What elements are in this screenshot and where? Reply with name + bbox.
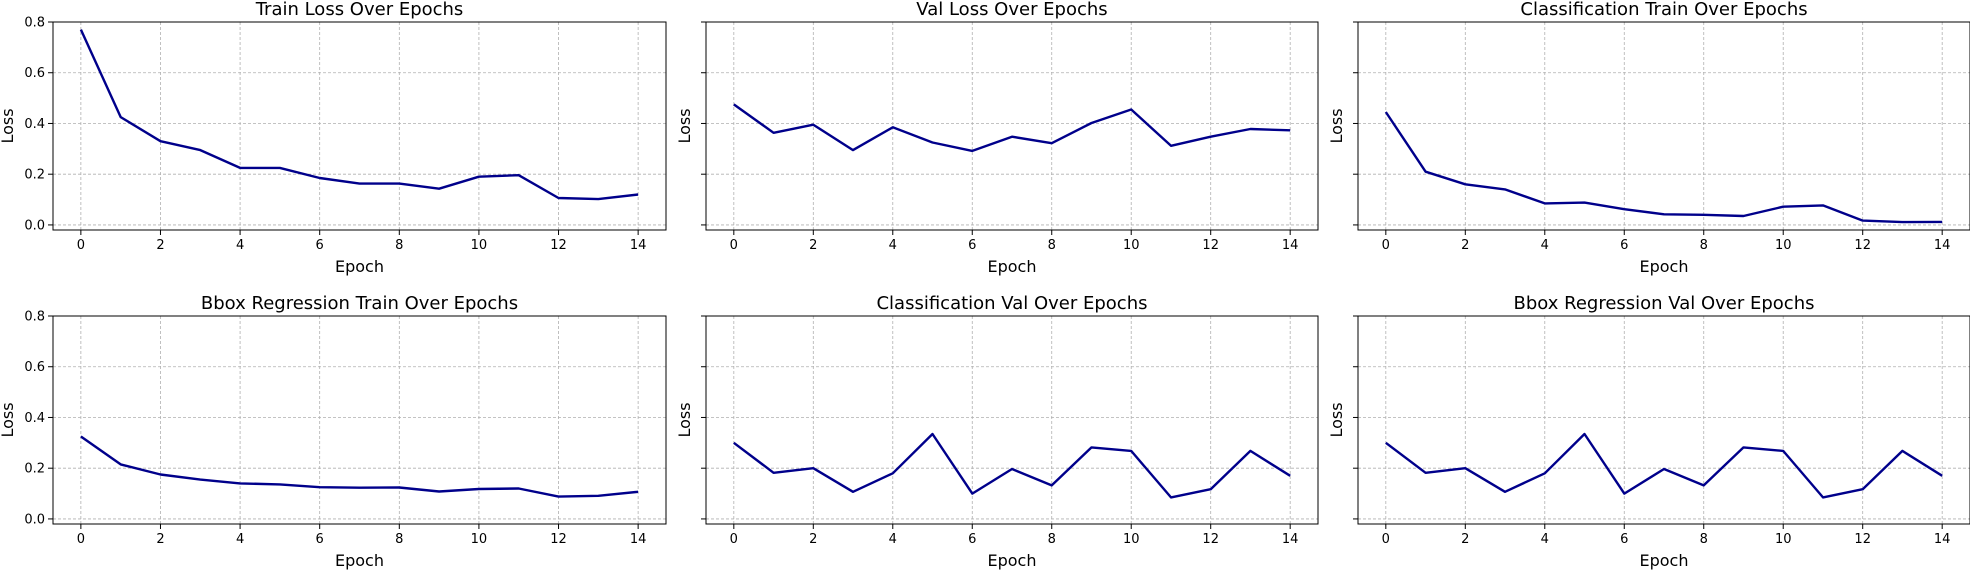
- axes-frame: [52, 21, 667, 231]
- x-tick-label: 8: [1700, 532, 1708, 547]
- x-tick-label: 10: [1123, 238, 1140, 253]
- loss-series-line: [733, 103, 1291, 153]
- subplot-2: 0 2 4 6 8 10 12 14 Val Loss Over Epochs Epoch Loss: [675, 0, 1319, 276]
- x-tick-label: 12: [1854, 238, 1871, 253]
- loss-series-line: [79, 29, 639, 201]
- y-tick-label: 0.6: [24, 66, 45, 81]
- subplot-title: Bbox Regression Train Over Epochs: [201, 293, 518, 314]
- x-tick-label: 6: [316, 532, 324, 547]
- loss-series-line: [1385, 432, 1943, 499]
- y-tick-label: 0.6: [24, 360, 45, 375]
- y-tick-label: 0.8: [24, 16, 45, 31]
- y-axis-label: Loss: [1327, 108, 1346, 143]
- x-tick-label: 12: [550, 238, 567, 253]
- axes-frame: [1357, 315, 1970, 525]
- x-tick-label: 0: [77, 238, 85, 253]
- x-axis-label: Epoch: [335, 551, 384, 570]
- x-tick-label: 2: [1461, 238, 1469, 253]
- x-tick-label: 2: [809, 238, 817, 253]
- x-tick-label: 0: [1382, 238, 1390, 253]
- axes-frame: [1357, 21, 1970, 231]
- y-tick-label: 0.0: [24, 512, 45, 527]
- x-tick-label: 8: [395, 532, 403, 547]
- x-axis-label: Epoch: [988, 257, 1037, 276]
- x-tick-label: 6: [316, 238, 324, 253]
- x-tick-label: 10: [1775, 238, 1792, 253]
- subplot-title: Val Loss Over Epochs: [916, 0, 1107, 20]
- y-tick-label: 0.2: [24, 462, 45, 477]
- x-tick-label: 14: [1934, 532, 1951, 547]
- y-axis-label: Loss: [675, 108, 694, 143]
- subplot-5: 0 2 4 6 8 10 12 14 Classification Val Over Epoch…: [675, 293, 1319, 570]
- x-tick-label: 2: [156, 238, 164, 253]
- loss-series-line: [1384, 111, 1943, 224]
- x-tick-label: 12: [550, 532, 567, 547]
- y-tick-label: 0.4: [24, 117, 45, 132]
- x-tick-label: 8: [395, 238, 403, 253]
- subplot-title: Train Loss Over Epochs: [255, 0, 464, 20]
- subplot-title: Bbox Regression Val Over Epochs: [1514, 293, 1815, 314]
- loss-series-line: [733, 432, 1291, 499]
- x-tick-label: 14: [630, 532, 647, 547]
- x-tick-label: 14: [630, 238, 647, 253]
- x-tick-label: 12: [1202, 532, 1219, 547]
- y-axis-label: Loss: [1327, 402, 1346, 437]
- x-tick-label: 6: [968, 532, 976, 547]
- x-tick-label: 10: [471, 532, 488, 547]
- loss-series-line: [80, 435, 639, 498]
- x-tick-label: 4: [889, 532, 897, 547]
- axes-frame: [705, 315, 1319, 525]
- y-axis-label: Loss: [675, 402, 694, 437]
- x-tick-label: 10: [1775, 532, 1792, 547]
- x-axis-label: Epoch: [335, 257, 384, 276]
- x-tick-label: 14: [1934, 238, 1951, 253]
- y-axis-label: Loss: [0, 402, 17, 437]
- x-tick-label: 6: [968, 238, 976, 253]
- subplot-3: 0 2 4 6 8 10 12 14 Classification Train Over Epo…: [1327, 0, 1970, 276]
- x-tick-label: 6: [1620, 532, 1628, 547]
- y-tick-label: 0.4: [24, 411, 45, 426]
- y-axis-label: Loss: [0, 108, 17, 143]
- x-tick-label: 4: [236, 532, 244, 547]
- x-axis-label: Epoch: [1640, 551, 1689, 570]
- x-tick-label: 6: [1620, 238, 1628, 253]
- x-tick-label: 4: [236, 238, 244, 253]
- axes-frame: [52, 315, 667, 525]
- x-tick-label: 0: [730, 238, 738, 253]
- y-tick-label: 0.0: [24, 218, 45, 233]
- subplot-title: Classification Val Over Epochs: [876, 293, 1147, 314]
- x-tick-label: 14: [1282, 238, 1299, 253]
- x-axis-label: Epoch: [988, 551, 1037, 570]
- y-tick-label: 0.8: [24, 310, 45, 325]
- x-tick-label: 2: [809, 532, 817, 547]
- y-tick-label: 0.2: [24, 168, 45, 183]
- x-tick-label: 10: [1123, 532, 1140, 547]
- subplot-6: 0 2 4 6 8 10 12 14 Bbox Regression Val Over Epoc…: [1327, 293, 1970, 570]
- x-tick-label: 2: [1461, 532, 1469, 547]
- x-tick-label: 8: [1700, 238, 1708, 253]
- subplot-1: 0 2 4 6 8 10 12 14 0.0 0.2 0.4 0.6 0.8 Train Loss Ove…: [0, 0, 667, 276]
- x-tick-label: 4: [889, 238, 897, 253]
- x-tick-label: 8: [1048, 238, 1056, 253]
- x-tick-label: 0: [1382, 532, 1390, 547]
- x-tick-label: 4: [1541, 532, 1549, 547]
- x-tick-label: 12: [1854, 532, 1871, 547]
- x-tick-label: 0: [77, 532, 85, 547]
- axes-frame: [705, 21, 1319, 231]
- x-tick-label: 10: [471, 238, 488, 253]
- x-tick-label: 8: [1048, 532, 1056, 547]
- x-tick-label: 12: [1202, 238, 1219, 253]
- subplot-title: Classification Train Over Epochs: [1520, 0, 1807, 20]
- x-axis-label: Epoch: [1640, 257, 1689, 276]
- x-tick-label: 14: [1282, 532, 1299, 547]
- x-tick-label: 4: [1541, 238, 1549, 253]
- subplot-4: 0 2 4 6 8 10 12 14 0.0 0.2 0.4 0.6 0.8 Bbox Regressio…: [0, 293, 667, 570]
- x-tick-label: 2: [156, 532, 164, 547]
- x-tick-label: 0: [730, 532, 738, 547]
